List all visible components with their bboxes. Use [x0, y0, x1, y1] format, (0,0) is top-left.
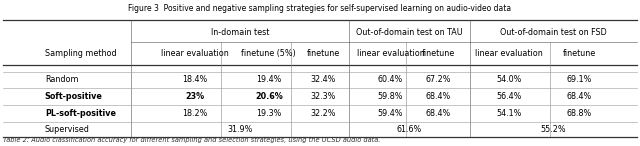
Text: Soft-positive: Soft-positive: [45, 92, 102, 101]
Text: finetune (5%): finetune (5%): [241, 49, 296, 58]
Text: 54.1%: 54.1%: [496, 109, 522, 118]
Text: 61.6%: 61.6%: [397, 125, 422, 134]
Text: linear evaluation: linear evaluation: [356, 49, 424, 58]
Text: 60.4%: 60.4%: [378, 75, 403, 84]
Text: 32.3%: 32.3%: [310, 92, 336, 101]
Text: 59.4%: 59.4%: [378, 109, 403, 118]
Text: Table 2: Audio classification accuracy for different sampling and selection stra: Table 2: Audio classification accuracy f…: [3, 137, 381, 143]
Text: finetune: finetune: [307, 49, 340, 58]
Text: 59.8%: 59.8%: [378, 92, 403, 101]
Text: finetune: finetune: [422, 49, 455, 58]
Text: 32.4%: 32.4%: [310, 75, 336, 84]
Text: 68.4%: 68.4%: [426, 109, 451, 118]
Text: 54.0%: 54.0%: [496, 75, 522, 84]
Text: Figure 3  Positive and negative sampling strategies for self-supervised learning: Figure 3 Positive and negative sampling …: [129, 4, 511, 13]
Text: Sampling method: Sampling method: [45, 49, 116, 58]
Text: Out-of-domain test on TAU: Out-of-domain test on TAU: [356, 28, 463, 37]
Text: 68.8%: 68.8%: [566, 109, 592, 118]
Text: 55.2%: 55.2%: [541, 125, 566, 134]
Text: 68.4%: 68.4%: [566, 92, 592, 101]
Text: finetune: finetune: [563, 49, 596, 58]
Text: 18.2%: 18.2%: [182, 109, 208, 118]
Text: 32.2%: 32.2%: [310, 109, 336, 118]
Text: 56.4%: 56.4%: [496, 92, 522, 101]
Text: 23%: 23%: [186, 92, 205, 101]
Text: Supervised: Supervised: [45, 125, 90, 134]
Text: In-domain test: In-domain test: [211, 28, 269, 37]
Text: Random: Random: [45, 75, 78, 84]
Text: Out-of-domain test on FSD: Out-of-domain test on FSD: [500, 28, 607, 37]
Text: linear evaluation: linear evaluation: [475, 49, 543, 58]
Text: 20.6%: 20.6%: [255, 92, 283, 101]
Text: 19.4%: 19.4%: [256, 75, 282, 84]
Text: 69.1%: 69.1%: [566, 75, 592, 84]
Text: 67.2%: 67.2%: [426, 75, 451, 84]
Text: PL-soft-positive: PL-soft-positive: [45, 109, 116, 118]
Text: 18.4%: 18.4%: [182, 75, 208, 84]
Text: 31.9%: 31.9%: [227, 125, 253, 134]
Text: 68.4%: 68.4%: [426, 92, 451, 101]
Text: 19.3%: 19.3%: [256, 109, 282, 118]
Text: linear evaluation: linear evaluation: [161, 49, 229, 58]
